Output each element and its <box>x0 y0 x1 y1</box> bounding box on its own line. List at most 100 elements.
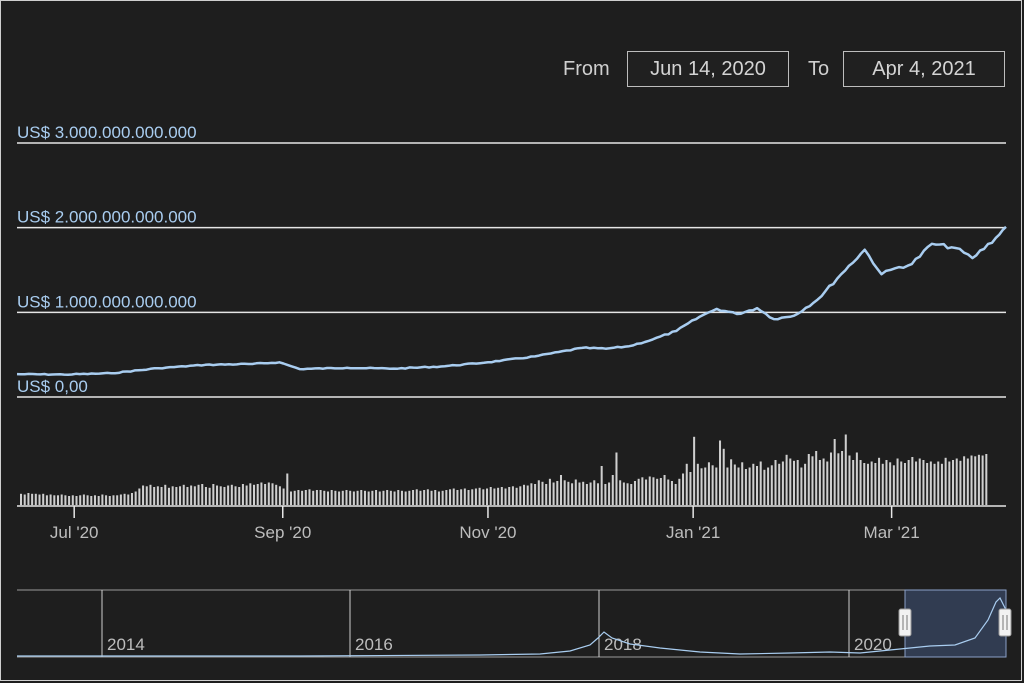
x-tick-label: Nov '20 <box>459 523 516 542</box>
volume-bar <box>866 463 869 506</box>
volume-bar <box>319 490 322 505</box>
volume-bar <box>426 489 429 506</box>
volume-bar <box>937 461 940 505</box>
volume-bar <box>682 473 685 505</box>
volume-bar <box>352 491 355 505</box>
volume-bar <box>715 467 718 505</box>
volume-bar <box>929 461 932 505</box>
volume-bar <box>123 493 126 506</box>
volume-bar <box>145 486 148 506</box>
volume-bar <box>363 490 366 506</box>
volume-bar <box>68 496 71 505</box>
volume-bars <box>20 434 988 506</box>
volume-bar <box>474 488 477 505</box>
volume-bar <box>190 485 193 505</box>
volume-bar <box>315 490 318 505</box>
volume-bar <box>556 481 559 505</box>
volume-bar <box>497 487 500 506</box>
volume-bar <box>837 453 840 505</box>
volume-bar <box>667 479 670 505</box>
volume-bar <box>574 479 577 505</box>
volume-bar <box>881 463 884 506</box>
volume-bar <box>375 490 378 505</box>
volume-bar <box>567 481 570 506</box>
navigator-left-handle[interactable] <box>898 608 912 637</box>
volume-bar <box>79 495 82 506</box>
volume-bar <box>153 487 156 505</box>
volume-bar <box>130 493 133 505</box>
volume-bar <box>752 463 755 506</box>
volume-bar <box>626 483 629 506</box>
volume-bar <box>486 488 489 505</box>
volume-bar <box>593 480 596 506</box>
volume-bar <box>253 484 256 506</box>
volume-bar <box>726 467 729 505</box>
volume-bar <box>367 491 370 505</box>
volume-bar <box>963 456 966 506</box>
volume-bar <box>42 493 45 506</box>
volume-bar <box>400 490 403 506</box>
volume-bar <box>175 487 178 505</box>
volume-bar <box>578 482 581 505</box>
volume-bar <box>878 457 881 506</box>
volume-bar <box>45 495 48 506</box>
volume-bar <box>489 487 492 505</box>
volume-bar <box>249 483 252 506</box>
volume-bar <box>896 458 899 505</box>
volume-bar <box>711 465 714 506</box>
navigator-selected-window[interactable] <box>904 589 1007 658</box>
volume-bar <box>441 490 444 506</box>
x-tick-label: Mar '21 <box>864 523 920 542</box>
y-tick-label: US$ 2.000.000.000.000 <box>17 208 197 227</box>
volume-bar <box>911 457 914 505</box>
volume-bar <box>818 460 821 505</box>
volume-bar <box>948 461 951 505</box>
volume-bar <box>585 484 588 505</box>
volume-bar <box>482 489 485 506</box>
volume-bar <box>430 490 433 506</box>
volume-bar <box>903 463 906 505</box>
volume-bar <box>952 460 955 505</box>
volume-bar <box>659 478 662 505</box>
volume-bar <box>275 484 278 506</box>
from-date-input[interactable]: Jun 14, 2020 <box>627 51 789 87</box>
volume-bar <box>756 466 759 505</box>
volume-bar <box>608 482 611 505</box>
volume-bar <box>423 490 426 505</box>
navigator-tick-label: 2018 <box>604 635 642 654</box>
volume-bar <box>330 490 333 505</box>
volume-bar <box>744 469 747 505</box>
volume-bar <box>119 494 122 505</box>
volume-bar <box>445 490 448 505</box>
volume-bar <box>389 490 392 506</box>
volume-bar <box>134 491 137 505</box>
volume-bar <box>940 463 943 506</box>
y-tick-label: US$ 0,00 <box>17 377 88 396</box>
volume-bar <box>204 487 207 505</box>
to-date-input[interactable]: Apr 4, 2021 <box>843 51 1005 87</box>
volume-bar <box>600 466 603 505</box>
volume-bar <box>278 486 281 506</box>
volume-bar <box>101 494 104 505</box>
volume-bar <box>179 486 182 506</box>
volume-bar <box>286 473 289 505</box>
volume-bar <box>859 460 862 505</box>
volume-bar <box>622 482 625 505</box>
volume-bar <box>27 493 30 505</box>
to-label: To <box>808 58 830 80</box>
volume-bar <box>415 489 418 506</box>
navigator[interactable]: 2014 2016 2018 2020 <box>17 589 1012 658</box>
volume-bar <box>493 488 496 505</box>
volume-bar <box>408 490 411 506</box>
volume-bar <box>615 452 618 505</box>
volume-bar <box>596 483 599 506</box>
volume-bar <box>970 455 973 505</box>
volume-bar <box>349 490 352 506</box>
volume-bar <box>511 486 514 506</box>
volume-bar <box>460 489 463 506</box>
navigator-right-handle[interactable] <box>998 608 1012 637</box>
volume-bar <box>208 487 211 506</box>
volume-bar <box>922 460 925 505</box>
